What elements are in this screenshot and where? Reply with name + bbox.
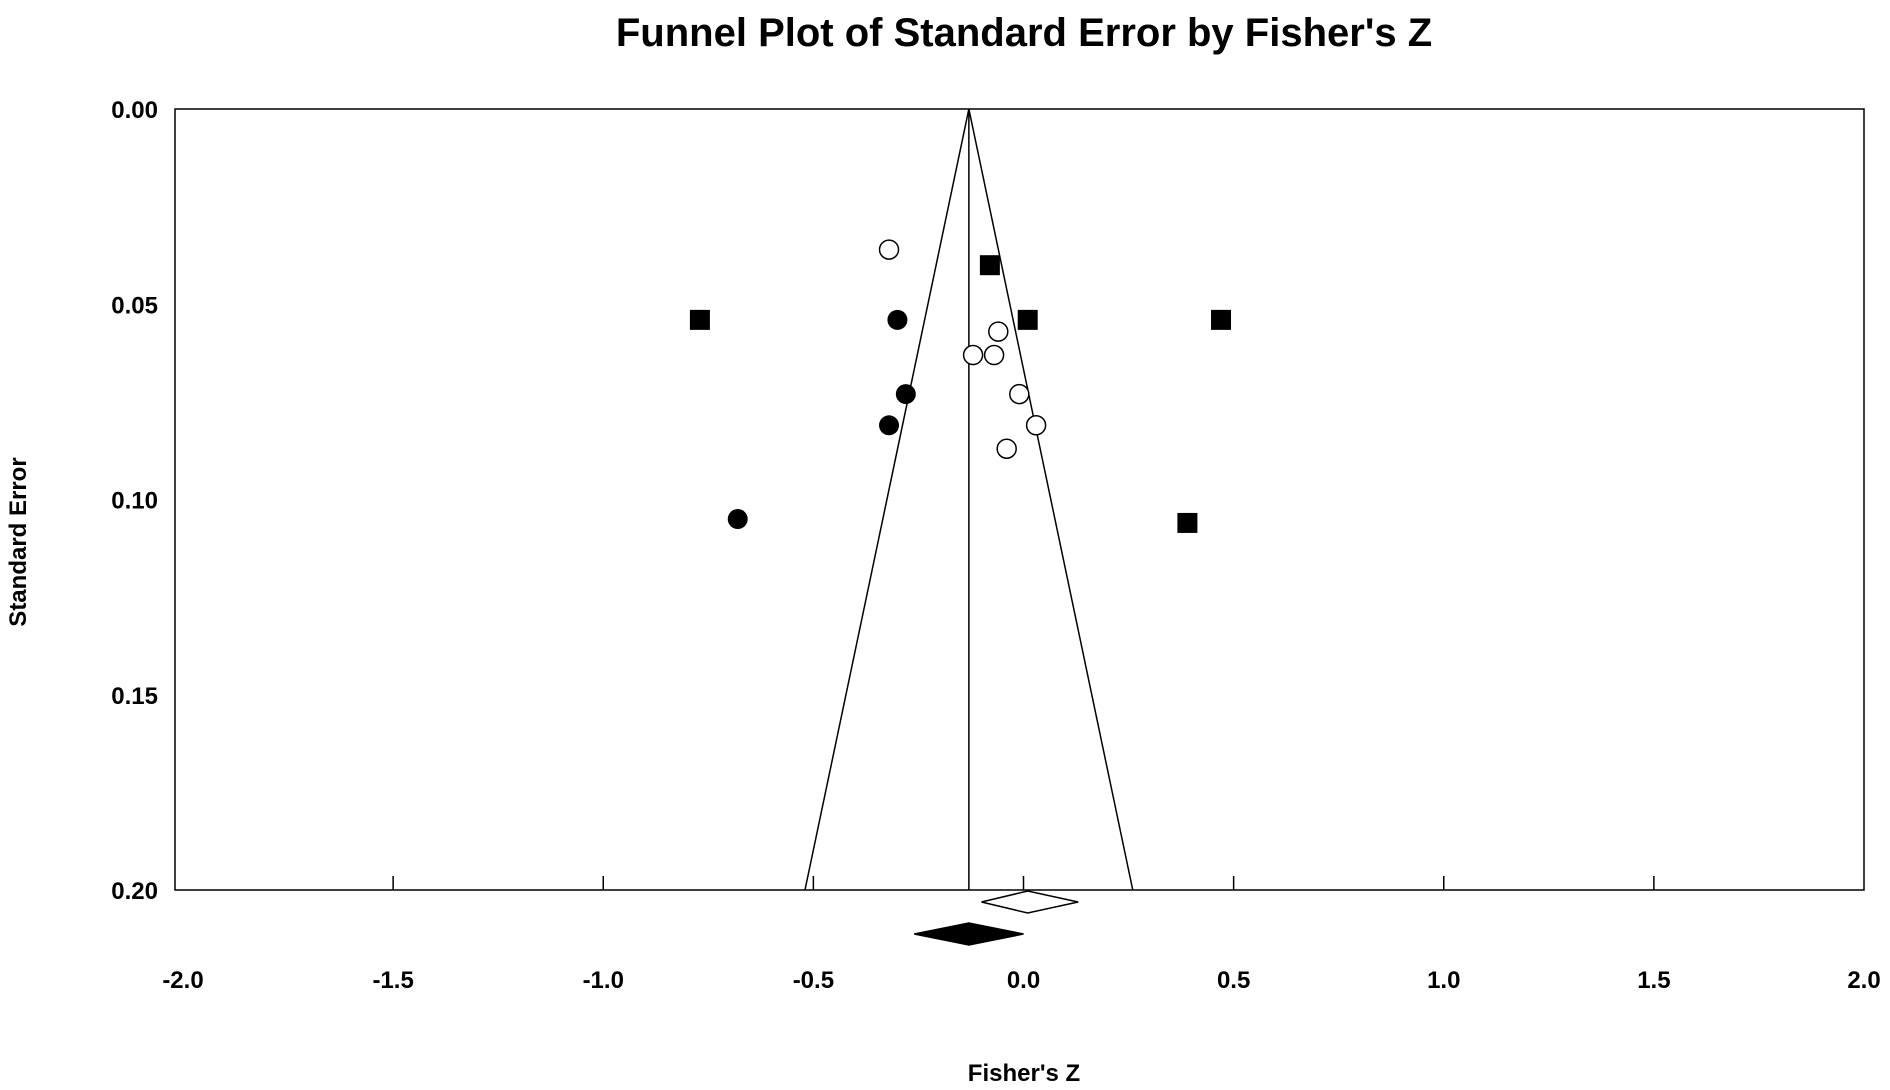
y-tick-label: 0.20 — [111, 878, 158, 905]
x-tick-label: 1.5 — [1637, 967, 1670, 994]
x-tick-label: -0.5 — [793, 967, 834, 994]
chart-title: Funnel Plot of Standard Error by Fisher'… — [616, 11, 1432, 55]
data-point-square — [979, 255, 1000, 276]
x-tick-label: 1.0 — [1427, 967, 1460, 994]
funnel-right-line — [968, 108, 1134, 891]
y-axis-tick-labels: 0.00 0.05 0.10 0.15 0.20 — [111, 97, 158, 905]
data-point-open-circle — [988, 321, 1009, 342]
y-tick-label: 0.15 — [111, 683, 158, 710]
x-tick-label: 2.0 — [1847, 967, 1880, 994]
data-point-square — [689, 309, 710, 330]
data-point-open-circle — [878, 239, 900, 260]
x-axis-ticks — [392, 876, 1655, 890]
y-tick-label: 0.05 — [111, 292, 158, 319]
funnel-lines — [804, 108, 1134, 891]
data-point-open-circle — [962, 344, 984, 366]
x-axis-tick-labels: -2.0 -1.5 -1.0 -0.5 0.0 0.5 1.0 1.5 2.0 — [162, 967, 1880, 994]
x-tick-label: 0.0 — [1007, 967, 1040, 994]
data-point-open-circle — [983, 344, 1005, 366]
x-tick-label: -1.0 — [583, 967, 624, 994]
y-tick-label: 0.00 — [111, 97, 158, 124]
data-point-filled-circle — [887, 309, 908, 330]
data-point-open-circle — [996, 438, 1017, 459]
summary-diamonds — [914, 890, 1079, 946]
x-axis-label: Fisher's Z — [968, 1060, 1080, 1087]
data-point-filled-circle — [879, 415, 900, 436]
x-tick-label: 0.5 — [1217, 967, 1250, 994]
x-tick-label: -1.5 — [372, 967, 413, 994]
data-point-square — [1017, 309, 1038, 330]
data-point-filled-circle — [895, 384, 916, 405]
plot-frame — [174, 108, 1865, 891]
data-points — [689, 239, 1232, 533]
x-tick-label: -2.0 — [162, 967, 203, 994]
data-point-square — [1177, 512, 1198, 533]
summary-diamond-filled — [914, 922, 1024, 946]
data-point-square — [1211, 309, 1232, 330]
summary-diamond-open — [981, 890, 1079, 914]
data-point-filled-circle — [727, 509, 748, 530]
y-axis-label: Standard Error — [5, 457, 32, 626]
funnel-left-line — [804, 108, 970, 891]
data-point-open-circle — [1009, 383, 1030, 405]
y-tick-label: 0.10 — [111, 488, 158, 515]
data-point-open-circle — [1025, 415, 1047, 436]
